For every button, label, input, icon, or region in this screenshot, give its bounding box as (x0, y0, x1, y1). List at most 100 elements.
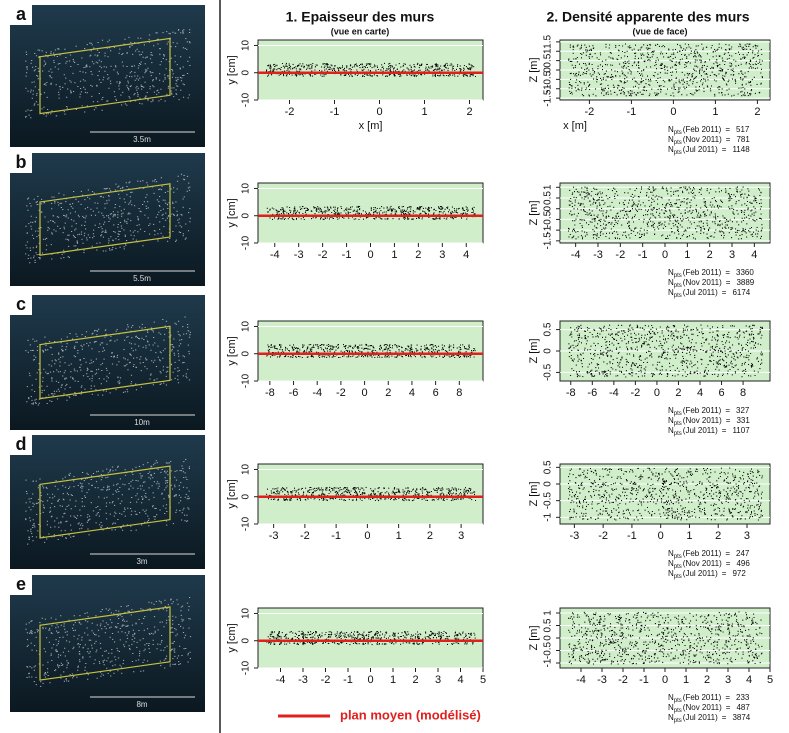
x-tick-label: 2 (466, 106, 472, 118)
bounding-box (39, 465, 171, 539)
count-value: 233 (736, 693, 750, 702)
panel-label-box (10, 153, 32, 173)
x-tick-label: 2 (675, 387, 681, 399)
scale-label: 3.5m (133, 135, 151, 144)
point-count: Npts(Jul 2011) = 3874 (668, 713, 751, 723)
point-count: Npts(Nov 2011) = 487 (668, 703, 750, 713)
x-tick-label: -6 (587, 387, 597, 399)
count-subscript: pts (674, 574, 682, 580)
column-title: 2. Densité apparente des murs (546, 9, 749, 25)
x-tick-label: -4 (312, 387, 322, 399)
x-tick-label: 5 (480, 674, 486, 686)
x-tick-label: 1 (391, 249, 397, 261)
scale-label: 3m (136, 557, 147, 566)
column-subtitle: (vue en carte) (331, 26, 390, 36)
count-symbol: N (668, 549, 674, 558)
y-tick-label: -10 (241, 660, 252, 675)
y-tick-label: 1 (543, 610, 554, 616)
plot-area (257, 39, 484, 101)
bounding-box (39, 606, 171, 681)
count-date: (Feb 2011) (683, 268, 722, 277)
count-equals: = (726, 416, 731, 425)
y-axis-label: y [cm] (226, 336, 238, 365)
panel-label-box (10, 5, 32, 25)
column-subtitle: (vue de face) (632, 26, 687, 36)
x-tick-label: -1 (331, 530, 341, 542)
scan-image (10, 5, 205, 147)
count-subscript: pts (674, 708, 682, 714)
count-symbol: N (668, 288, 674, 297)
x-tick-label: -2 (336, 387, 346, 399)
panel-label: c (16, 294, 26, 314)
y-tick-label: 10 (241, 463, 252, 475)
x-tick-label: -8 (566, 387, 576, 399)
count-symbol: N (668, 406, 674, 415)
panel-label: a (16, 4, 27, 24)
count-value: 3874 (732, 713, 750, 722)
count-subscript: pts (674, 431, 682, 437)
count-symbol: N (668, 559, 674, 568)
y-tick-label: 1 (543, 48, 554, 54)
point-count: Npts(Nov 2011) = 331 (668, 416, 750, 426)
x-tick-label: 1 (396, 530, 402, 542)
point-count: Npts(Jul 2011) = 1107 (668, 426, 750, 436)
y-tick-label: 0 (241, 494, 252, 500)
point-count: Npts(Feb 2011) = 233 (668, 693, 750, 703)
count-symbol: N (668, 569, 674, 578)
count-subscript: pts (674, 718, 682, 724)
x-tick-label: 2 (427, 530, 433, 542)
bounding-box (39, 183, 171, 256)
y-tick-label: 1 (543, 184, 554, 190)
x-tick-label: -2 (598, 530, 608, 542)
count-date: (Nov 2011) (683, 559, 722, 568)
count-value: 1107 (732, 426, 750, 435)
x-tick-label: -2 (285, 106, 295, 118)
x-tick-label: -3 (597, 674, 607, 686)
scan-points (25, 29, 191, 119)
y-tick-label: -0.5 (543, 492, 554, 510)
count-subscript: pts (674, 273, 682, 279)
y-tick-label: 1.5 (543, 34, 554, 48)
x-tick-label: -1 (627, 106, 637, 118)
x-tick-label: 5 (767, 674, 773, 686)
y-tick-label: 0 (241, 70, 252, 76)
count-date: (Feb 2011) (683, 693, 722, 702)
point-cloud (266, 205, 476, 221)
point-cloud (568, 324, 763, 378)
y-axis-label: Z [m] (528, 338, 540, 363)
point-count: Npts(Feb 2011) = 247 (668, 549, 750, 559)
count-date: (Feb 2011) (683, 549, 722, 558)
x-tick-label: 1 (421, 106, 427, 118)
y-tick-label: 0 (543, 67, 554, 73)
y-tick-label: -1.5 (543, 89, 554, 107)
y-tick-label: 10 (241, 39, 252, 51)
x-tick-label: -2 (318, 249, 328, 261)
x-tick-label: 0 (662, 249, 668, 261)
x-tick-label: -4 (609, 387, 619, 399)
point-count: Npts(Nov 2011) = 781 (668, 135, 750, 145)
point-count: Npts(Feb 2011) = 327 (668, 406, 750, 416)
x-tick-label: 2 (412, 674, 418, 686)
panel-label-box (10, 295, 32, 315)
x-tick-label: 3 (439, 249, 445, 261)
count-equals: = (722, 713, 727, 722)
y-tick-label: -1 (543, 658, 554, 667)
count-subscript: pts (674, 554, 682, 560)
x-tick-label: -3 (298, 674, 308, 686)
y-tick-label: -10 (241, 373, 252, 388)
count-date: (Feb 2011) (683, 406, 722, 415)
count-value: 6174 (732, 288, 750, 297)
legend-label: plan moyen (modélisé) (340, 707, 481, 722)
y-tick-label: -0.5 (543, 363, 554, 381)
y-tick-label: -10 (241, 235, 252, 250)
x-tick-label: -1 (639, 674, 649, 686)
count-date: (Jul 2011) (683, 713, 718, 722)
x-tick-label: 0 (376, 106, 382, 118)
count-value: 781 (736, 135, 750, 144)
y-tick-label: -1 (543, 225, 554, 234)
count-equals: = (722, 288, 727, 297)
x-tick-label: -1 (343, 674, 353, 686)
point-count: Npts(Jul 2011) = 1148 (668, 145, 750, 155)
y-axis-label: Z [m] (528, 625, 540, 650)
count-value: 247 (736, 549, 750, 558)
